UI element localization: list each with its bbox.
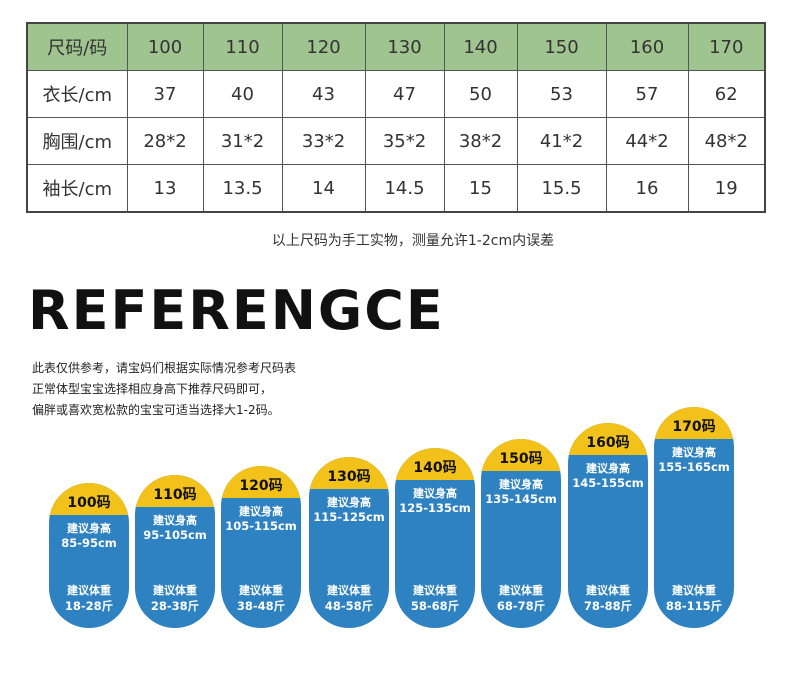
- height-label: 建议身高: [327, 496, 371, 509]
- size-table: 尺码/码 100 110 120 130 140 150 160 170 衣长/…: [26, 22, 766, 213]
- size-label: 100码: [49, 483, 129, 515]
- weight-label: 建议体重: [499, 584, 543, 597]
- height-value: 135-145cm: [485, 492, 557, 506]
- size-label: 140码: [395, 448, 475, 480]
- weight-value: 58-68斤: [410, 599, 460, 613]
- table-cell: 41*2: [516, 117, 607, 165]
- table-cell: 15.5: [516, 164, 607, 213]
- header-cell: 尺码/码: [26, 22, 128, 71]
- height-label: 建议身高: [586, 462, 630, 475]
- size-label: 160码: [568, 423, 648, 455]
- size-label: 120码: [221, 466, 301, 498]
- table-cell: 35*2: [364, 117, 445, 165]
- table-cell: 15: [443, 164, 518, 213]
- height-label: 建议身高: [413, 487, 457, 500]
- height-label: 建议身高: [672, 446, 716, 459]
- size-label: 130码: [309, 457, 389, 489]
- table-row: 袖长/cm 13 13.5 14 14.5 15 15.5 16 19: [26, 164, 766, 213]
- table-cell: 38*2: [443, 117, 518, 165]
- weight-value: 38-48斤: [236, 599, 286, 613]
- size-pill: 120码建议身高 105-115cm 建议体重 38-48斤: [221, 466, 301, 628]
- header-cell: 140: [443, 22, 518, 71]
- table-cell: 33*2: [281, 117, 366, 165]
- weight-value: 68-78斤: [496, 599, 546, 613]
- weight-value: 88-115斤: [665, 599, 723, 613]
- table-header-row: 尺码/码 100 110 120 130 140 150 160 170: [26, 22, 766, 71]
- table-cell: 19: [687, 164, 766, 213]
- header-cell: 150: [516, 22, 607, 71]
- height-value: 105-115cm: [225, 519, 297, 533]
- header-cell: 170: [687, 22, 766, 71]
- size-label: 150码: [481, 439, 561, 471]
- row-label: 胸围/cm: [26, 117, 128, 165]
- table-cell: 62: [687, 70, 766, 118]
- table-cell: 53: [516, 70, 607, 118]
- table-cell: 14.5: [364, 164, 445, 213]
- table-row: 衣长/cm 37 40 43 47 50 53 57 62: [26, 70, 766, 118]
- size-pill: 150码建议身高 135-145cm 建议体重 68-78斤: [481, 439, 561, 628]
- reference-heading: REFERENGCE: [28, 279, 445, 342]
- header-cell: 120: [281, 22, 366, 71]
- table-cell: 13.5: [202, 164, 283, 213]
- table-cell: 40: [202, 70, 283, 118]
- description-line: 此表仅供参考，请宝妈们根据实际情况参考尺码表: [32, 361, 297, 375]
- size-pill: 110码建议身高 95-105cm 建议体重 28-38斤: [135, 475, 215, 628]
- weight-value: 48-58斤: [324, 599, 374, 613]
- height-label: 建议身高: [153, 514, 197, 527]
- row-label: 袖长/cm: [26, 164, 128, 213]
- size-pill: 170码建议身高 155-165cm 建议体重 88-115斤: [654, 407, 734, 628]
- table-cell: 43: [281, 70, 366, 118]
- reference-description: 此表仅供参考，请宝妈们根据实际情况参考尺码表 正常体型宝宝选择相应身高下推荐尺码…: [32, 358, 296, 421]
- table-cell: 48*2: [687, 117, 766, 165]
- weight-label: 建议体重: [672, 584, 716, 597]
- table-row: 胸围/cm 28*2 31*2 33*2 35*2 38*2 41*2 44*2…: [26, 117, 766, 165]
- description-line: 偏胖或喜欢宽松款的宝宝可适当选择大1-2码。: [32, 403, 280, 417]
- height-value: 155-165cm: [658, 460, 730, 474]
- weight-label: 建议体重: [153, 584, 197, 597]
- table-cell: 28*2: [126, 117, 204, 165]
- header-cell: 160: [605, 22, 689, 71]
- size-pill: 100码建议身高 85-95cm 建议体重 18-28斤: [49, 483, 129, 628]
- table-cell: 14: [281, 164, 366, 213]
- height-value: 145-155cm: [572, 476, 644, 490]
- size-label: 170码: [654, 407, 734, 439]
- height-label: 建议身高: [499, 478, 543, 491]
- row-label: 衣长/cm: [26, 70, 128, 118]
- height-value: 115-125cm: [313, 510, 385, 524]
- table-cell: 37: [126, 70, 204, 118]
- header-cell: 130: [364, 22, 445, 71]
- weight-label: 建议体重: [586, 584, 630, 597]
- size-pill: 140码建议身高 125-135cm 建议体重 58-68斤: [395, 448, 475, 628]
- table-cell: 16: [605, 164, 689, 213]
- weight-label: 建议体重: [67, 584, 111, 597]
- height-value: 85-95cm: [61, 536, 117, 550]
- measurement-note: 以上尺码为手工实物，测量允许1-2cm内误差: [271, 233, 555, 249]
- header-cell: 110: [202, 22, 283, 71]
- size-pill: 160码建议身高 145-155cm 建议体重 78-88斤: [568, 423, 648, 628]
- size-label: 110码: [135, 475, 215, 507]
- table-cell: 44*2: [605, 117, 689, 165]
- table-cell: 31*2: [202, 117, 283, 165]
- weight-value: 28-38斤: [150, 599, 200, 613]
- description-line: 正常体型宝宝选择相应身高下推荐尺码即可，: [32, 382, 273, 396]
- table-cell: 50: [443, 70, 518, 118]
- table-cell: 47: [364, 70, 445, 118]
- table-cell: 57: [605, 70, 689, 118]
- size-pill: 130码建议身高 115-125cm 建议体重 48-58斤: [309, 457, 389, 628]
- height-value: 95-105cm: [143, 528, 207, 542]
- height-value: 125-135cm: [399, 501, 471, 515]
- weight-value: 18-28斤: [64, 599, 114, 613]
- height-label: 建议身高: [239, 505, 283, 518]
- weight-label: 建议体重: [239, 584, 283, 597]
- height-label: 建议身高: [67, 522, 111, 535]
- weight-label: 建议体重: [327, 584, 371, 597]
- header-cell: 100: [126, 22, 204, 71]
- weight-value: 78-88斤: [583, 599, 633, 613]
- weight-label: 建议体重: [413, 584, 457, 597]
- table-cell: 13: [126, 164, 204, 213]
